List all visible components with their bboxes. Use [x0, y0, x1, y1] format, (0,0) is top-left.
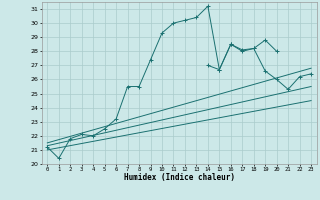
- X-axis label: Humidex (Indice chaleur): Humidex (Indice chaleur): [124, 173, 235, 182]
